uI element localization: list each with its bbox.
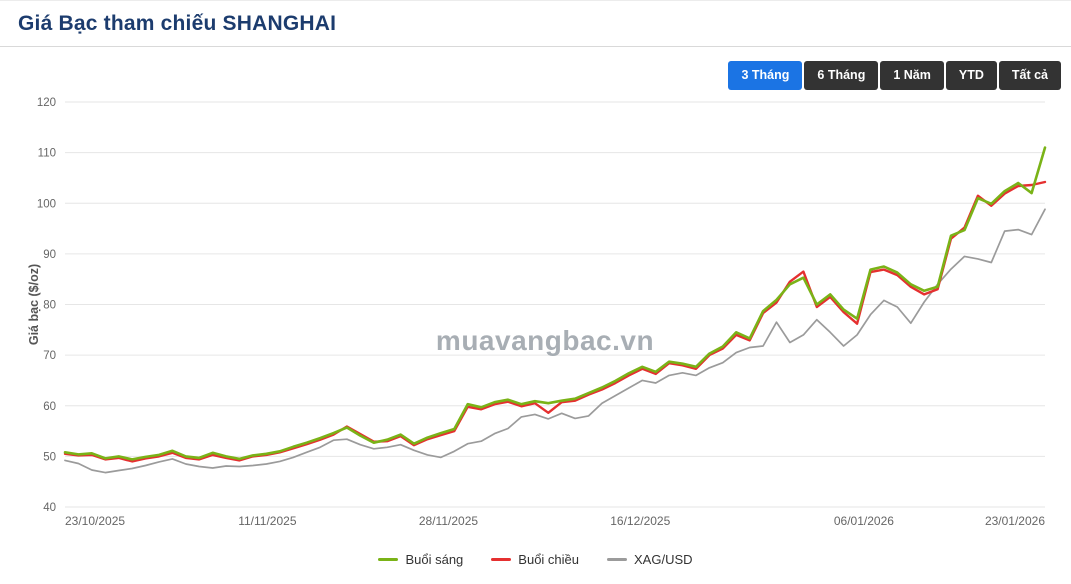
x-tick-label: 06/01/2026	[834, 514, 894, 528]
watermark: muavangbac.vn	[436, 325, 654, 356]
range-button-4[interactable]: Tất cả	[998, 61, 1061, 90]
legend-swatch-1	[491, 557, 512, 561]
y-tick-label: 40	[43, 502, 56, 514]
x-tick-label: 16/12/2025	[610, 514, 670, 528]
series-line-0	[63, 146, 1047, 461]
y-tick-label: 80	[43, 300, 56, 312]
y-tick-label: 70	[43, 350, 56, 362]
legend-item-0[interactable]: Buổi sáng	[378, 552, 463, 567]
y-tick-label: 100	[37, 198, 56, 210]
chart-header: Giá Bạc tham chiếu SHANGHAI	[0, 1, 1071, 47]
chart-legend: Buổi sáng Buổi chiều XAG/USD	[0, 541, 1071, 577]
legend-label-0: Buổi sáng	[405, 551, 464, 567]
legend-label-1: Buổi chiều	[518, 551, 580, 567]
y-tick-label: 120	[37, 97, 56, 109]
series-line-1	[63, 180, 1047, 463]
chart-container: 3 Tháng 6 Tháng 1 Năm YTD Tất cả 40 50 60 70 80 9…	[0, 47, 1071, 577]
legend-item-1[interactable]: Buổi chiều	[491, 552, 579, 567]
y-tick-label: 50	[43, 451, 56, 463]
price-chart: 40 50 60 70 80 90 100 110 120 Giá bạc ($/oz) 23/10…	[27, 97, 1047, 528]
y-tick-label: 110	[38, 148, 56, 160]
page-title: Giá Bạc tham chiếu SHANGHAI	[18, 12, 337, 35]
range-selector: 3 Tháng 6 Tháng 1 Năm YTD Tất cả	[728, 61, 1061, 90]
x-tick-label: 23/01/2026	[985, 514, 1045, 528]
y-tick-label: 90	[43, 249, 56, 261]
y-tick-label: 60	[43, 401, 56, 413]
x-tick-label: 23/10/2025	[65, 514, 125, 528]
x-tick-label: 28/11/2025	[419, 514, 478, 528]
range-button-2[interactable]: 1 Năm	[880, 61, 944, 90]
legend-swatch-0	[378, 557, 399, 561]
range-button-1[interactable]: 6 Tháng	[804, 61, 879, 90]
series-line-2	[64, 208, 1046, 474]
x-tick-label: 11/11/2025	[238, 514, 297, 528]
y-axis-title: Giá bạc ($/oz)	[27, 264, 41, 345]
range-button-0[interactable]: 3 Tháng	[728, 61, 803, 90]
legend-swatch-2	[607, 557, 628, 561]
legend-item-2[interactable]: XAG/USD	[607, 552, 693, 567]
range-button-3[interactable]: YTD	[945, 61, 997, 90]
legend-label-2: XAG/USD	[634, 551, 693, 567]
